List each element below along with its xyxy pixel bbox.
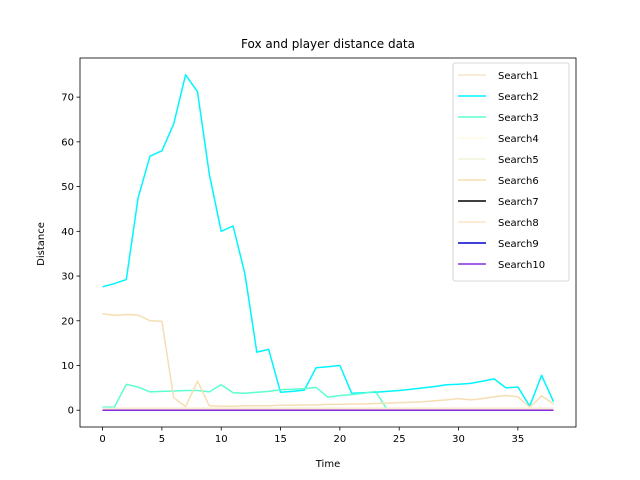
- legend: Search1 Search2 Search3 Search4 Search5 Searc…: [452, 62, 570, 282]
- legend-label-search3: Search3: [498, 113, 539, 124]
- x-axis: 0 5 10 15 20 25 30 35: [99, 427, 524, 445]
- y-tick-label: 70: [61, 93, 74, 104]
- y-tick-label: 50: [61, 182, 74, 193]
- y-tick-label: 40: [61, 227, 74, 238]
- y-tick-label: 60: [61, 137, 74, 148]
- y-axis: 0 10 20 30 40 50 60 70: [61, 93, 80, 417]
- series-line-search6: [102, 312, 554, 408]
- x-tick-label: 35: [511, 434, 524, 445]
- legend-label-search9: Search9: [498, 239, 539, 250]
- plot-area: [79, 57, 577, 428]
- x-tick-label: 10: [215, 434, 228, 445]
- y-tick-label: 30: [61, 272, 74, 283]
- chart-title: Fox and player distance data: [241, 37, 415, 51]
- x-tick-label: 15: [274, 434, 287, 445]
- x-axis-label: Time: [315, 459, 340, 470]
- x-tick-label: 30: [452, 434, 465, 445]
- legend-label-search4: Search4: [498, 134, 539, 145]
- legend-label-search1: Search1: [498, 71, 539, 82]
- x-tick-label: 5: [159, 434, 165, 445]
- legend-label-search8: Search8: [498, 218, 539, 229]
- legend-label-search6: Search6: [498, 176, 539, 187]
- x-tick-label: 0: [99, 434, 105, 445]
- legend-label-search7: Search7: [498, 197, 539, 208]
- y-tick-label: 0: [68, 406, 74, 417]
- y-tick-label: 10: [61, 361, 74, 372]
- x-tick-label: 20: [333, 434, 346, 445]
- legend-label-search5: Search5: [498, 155, 539, 166]
- y-axis-label: Distance: [36, 222, 47, 266]
- legend-label-search10: Search10: [498, 260, 545, 271]
- legend-label-search2: Search2: [498, 92, 539, 103]
- axes-frame: [79, 57, 577, 428]
- series-line-search2: [102, 74, 555, 407]
- y-tick-label: 20: [61, 316, 74, 327]
- x-tick-label: 25: [393, 434, 406, 445]
